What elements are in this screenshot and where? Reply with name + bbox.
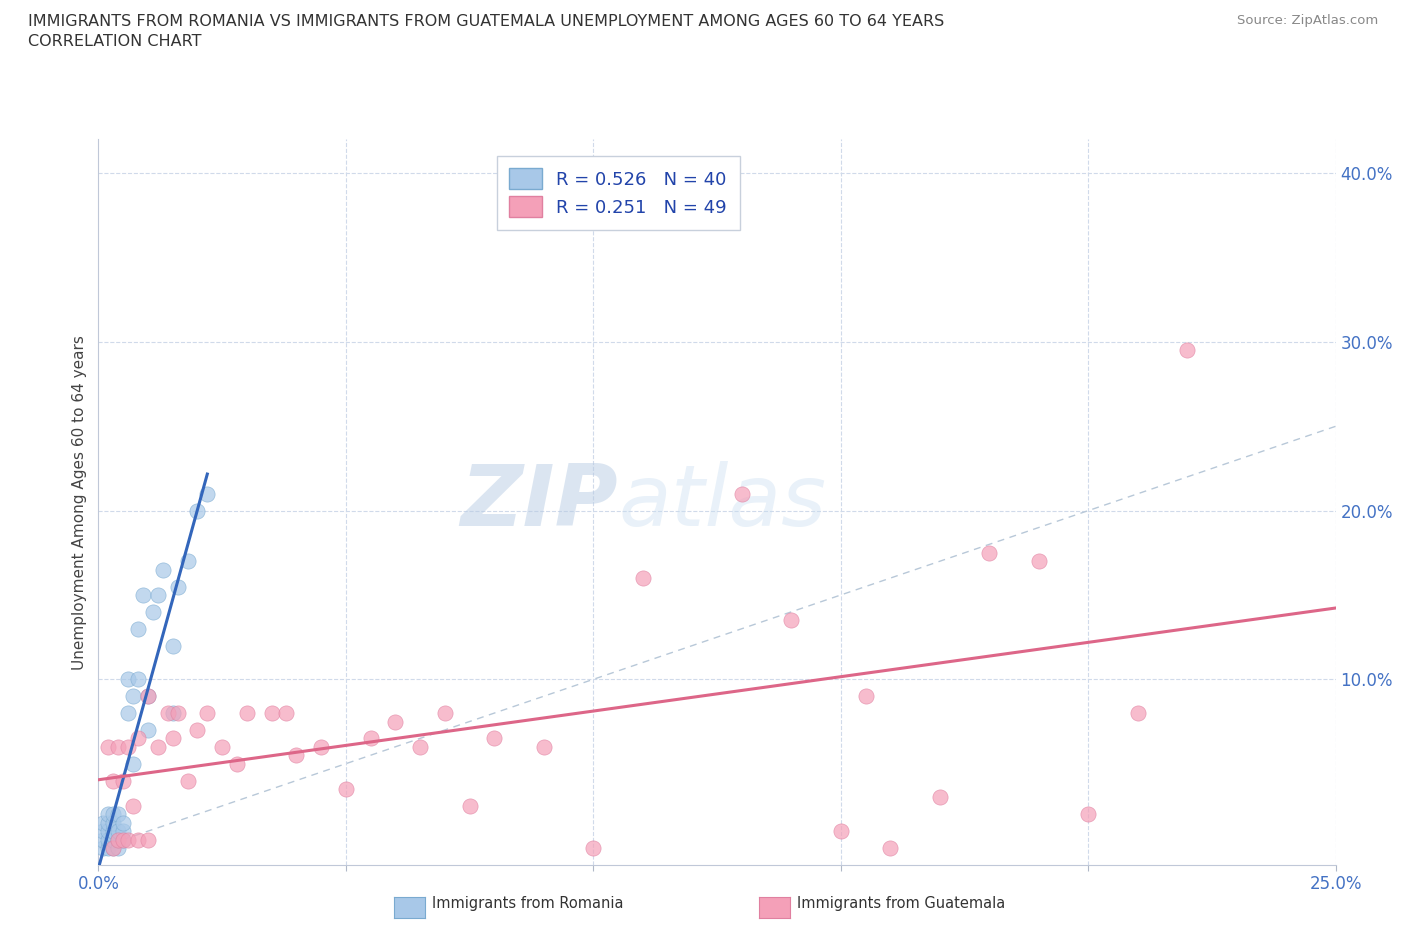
Point	[142, 604, 165, 619]
Point	[122, 799, 145, 814]
Point	[97, 841, 120, 856]
Point	[458, 799, 481, 814]
Point	[136, 723, 159, 737]
Point	[107, 807, 129, 822]
Point	[127, 671, 149, 686]
Point	[166, 579, 188, 594]
Point	[195, 706, 218, 721]
Point	[176, 553, 198, 568]
Point	[195, 486, 218, 501]
Point	[409, 739, 432, 754]
Point	[127, 731, 149, 746]
Point	[830, 824, 852, 839]
Point	[433, 706, 456, 721]
Point	[176, 773, 198, 788]
Legend: R = 0.526   N = 40, R = 0.251   N = 49: R = 0.526 N = 40, R = 0.251 N = 49	[496, 156, 740, 230]
Point	[731, 486, 754, 501]
Point	[103, 807, 125, 822]
Point	[127, 832, 149, 847]
Point	[631, 571, 654, 586]
Point	[162, 731, 184, 746]
Point	[132, 588, 155, 603]
Point	[533, 739, 555, 754]
Text: CORRELATION CHART: CORRELATION CHART	[28, 34, 201, 49]
Point	[156, 706, 179, 721]
Point	[103, 827, 125, 842]
Point	[146, 588, 169, 603]
Point	[117, 706, 139, 721]
Point	[211, 739, 233, 754]
Point	[136, 689, 159, 704]
Text: atlas: atlas	[619, 460, 827, 544]
Text: Immigrants from Guatemala: Immigrants from Guatemala	[797, 897, 1005, 911]
Point	[360, 731, 382, 746]
Point	[93, 832, 115, 847]
Point	[97, 816, 120, 830]
Point	[107, 739, 129, 754]
Point	[136, 689, 159, 704]
Point	[136, 832, 159, 847]
Point	[97, 739, 120, 754]
Point	[309, 739, 332, 754]
Point	[112, 773, 135, 788]
Point	[112, 832, 135, 847]
Point	[384, 714, 406, 729]
Point	[1175, 343, 1198, 358]
Text: ZIP: ZIP	[460, 460, 619, 544]
Point	[335, 781, 357, 796]
Point	[166, 706, 188, 721]
Point	[97, 807, 120, 822]
Point	[1126, 706, 1149, 721]
Point	[226, 756, 249, 771]
Point	[103, 841, 125, 856]
Point	[1077, 807, 1099, 822]
Point	[112, 816, 135, 830]
Point	[979, 545, 1001, 560]
Point	[855, 689, 877, 704]
Point	[879, 841, 901, 856]
Point	[162, 706, 184, 721]
Point	[127, 621, 149, 636]
Point	[152, 563, 174, 578]
Point	[93, 824, 115, 839]
Point	[103, 832, 125, 847]
Point	[97, 824, 120, 839]
Point	[162, 638, 184, 653]
Point	[146, 739, 169, 754]
Point	[107, 841, 129, 856]
Point	[93, 816, 115, 830]
Point	[103, 841, 125, 856]
Point	[107, 832, 129, 847]
Point	[186, 723, 208, 737]
Point	[112, 832, 135, 847]
Y-axis label: Unemployment Among Ages 60 to 64 years: Unemployment Among Ages 60 to 64 years	[72, 335, 87, 670]
Point	[103, 816, 125, 830]
Point	[112, 824, 135, 839]
Point	[260, 706, 283, 721]
Point	[928, 790, 950, 804]
Point	[97, 832, 120, 847]
Point	[780, 613, 803, 628]
Point	[122, 756, 145, 771]
Point	[1028, 553, 1050, 568]
Point	[276, 706, 298, 721]
Text: Source: ZipAtlas.com: Source: ZipAtlas.com	[1237, 14, 1378, 27]
Text: IMMIGRANTS FROM ROMANIA VS IMMIGRANTS FROM GUATEMALA UNEMPLOYMENT AMONG AGES 60 : IMMIGRANTS FROM ROMANIA VS IMMIGRANTS FR…	[28, 14, 945, 29]
Text: Immigrants from Romania: Immigrants from Romania	[432, 897, 623, 911]
Point	[582, 841, 605, 856]
Point	[93, 841, 115, 856]
Point	[117, 671, 139, 686]
Point	[117, 739, 139, 754]
Point	[103, 773, 125, 788]
Point	[285, 748, 308, 763]
Point	[107, 824, 129, 839]
Point	[484, 731, 506, 746]
Point	[122, 689, 145, 704]
Point	[186, 503, 208, 518]
Point	[117, 832, 139, 847]
Point	[236, 706, 259, 721]
Point	[107, 832, 129, 847]
Point	[103, 824, 125, 839]
